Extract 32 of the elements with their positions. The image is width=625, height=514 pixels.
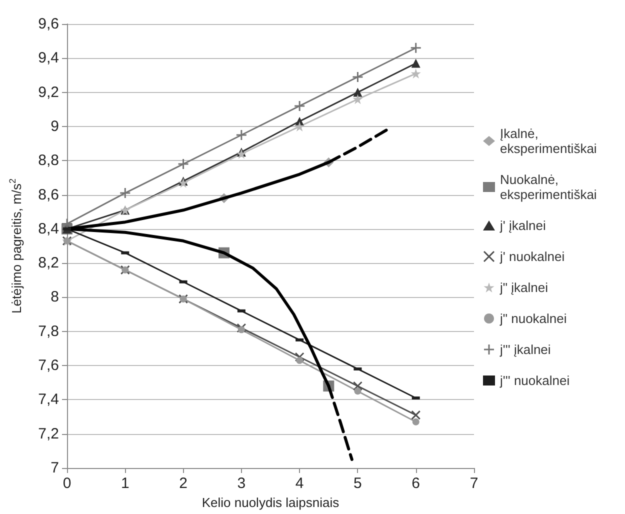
y-tick-label: 9,6 — [38, 16, 59, 32]
legend-label: j' nuokalnei — [499, 249, 565, 264]
y-tick-label: 8,8 — [38, 152, 59, 170]
y-tick-label: 7,6 — [38, 357, 59, 374]
x-tick-label: 0 — [62, 475, 72, 492]
x-tick-label: 6 — [412, 475, 420, 492]
y-tick-label: 7 — [50, 460, 59, 476]
x-tick-label: 5 — [354, 475, 362, 492]
y-tick-label: 8,6 — [38, 186, 59, 204]
x-axis-title: Kelio nuolydis laipsniais — [202, 494, 340, 510]
legend-label: j" nuokalnei — [499, 311, 567, 326]
y-tick-label: 7,2 — [38, 425, 59, 442]
y-tick-label: 9 — [50, 118, 59, 135]
y-tick-label: 7,4 — [38, 391, 59, 408]
legend-label: Nuokalnė, eksperimentiškai — [500, 172, 597, 202]
legend-label: j''' nuokalnei — [499, 373, 570, 388]
y-tick-label: 8 — [50, 288, 59, 306]
y-tick-label: 7,8 — [38, 322, 59, 340]
legend-label: j" įkalnei — [499, 280, 548, 295]
y-tick-label: 8,4 — [38, 220, 59, 238]
legend-label: j' įkalnei — [499, 218, 546, 233]
y-axis-title: Lėtėjimo pagreitis, m/s2 — [8, 178, 24, 314]
x-tick-label: 1 — [120, 475, 130, 492]
x-tick-label: 2 — [179, 475, 188, 492]
x-tick-label: 7 — [470, 475, 478, 492]
x-tick-label: 3 — [237, 475, 246, 492]
legend-label: Įkalnė, eksperimentiškai — [500, 126, 597, 156]
y-tick-label: 8,2 — [38, 254, 59, 272]
x-tick-label: 4 — [295, 475, 304, 492]
y-tick-label: 9,2 — [38, 84, 59, 101]
y-tick-label: 9,4 — [38, 50, 59, 67]
legend-label: j''' įkalnei — [499, 342, 551, 357]
